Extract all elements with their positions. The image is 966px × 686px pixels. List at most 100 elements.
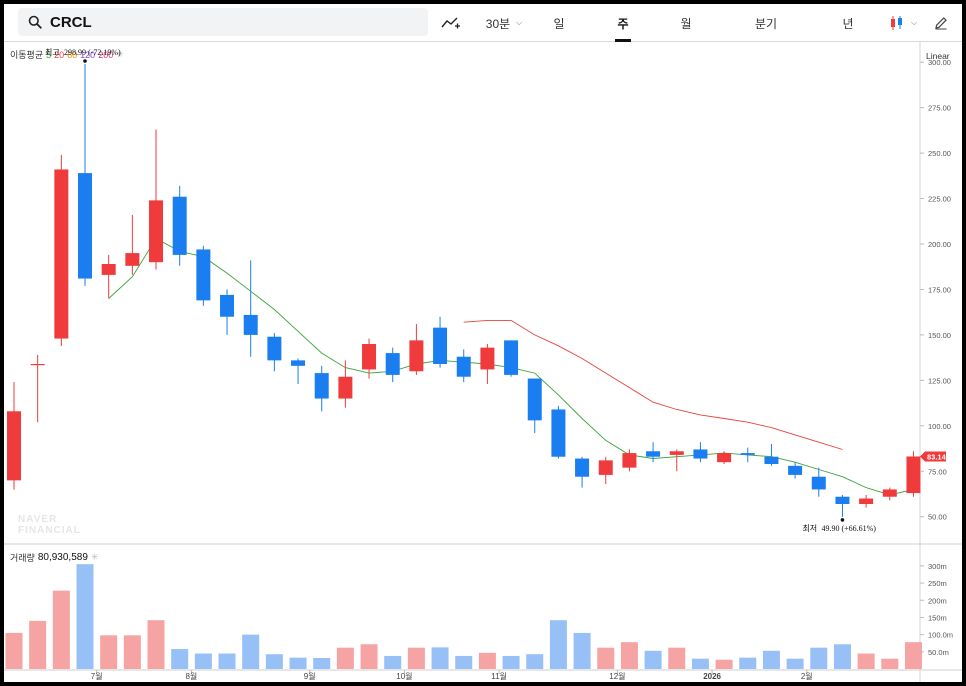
candle-body — [409, 340, 424, 372]
low-annotation-label: 최저 — [802, 523, 817, 533]
candle-body — [693, 449, 708, 459]
time-tick-label: 2026 — [703, 672, 721, 681]
volume-bar — [881, 658, 899, 669]
ma-legend-item: 200 — [98, 49, 114, 60]
ma-legend-items: 5 20 60 120 200 — [46, 50, 113, 60]
watermark-logo: NAVER FINANCIAL — [18, 514, 81, 536]
tab-week-label: 주 — [617, 16, 629, 31]
chart-window: CRCL 30분 ⌵ 일 주 월 분기 년 ⌵ — [4, 4, 962, 682]
candle-body — [291, 360, 306, 366]
tab-day-label: 일 — [553, 16, 565, 31]
price-tick-label: 100.00 — [928, 422, 951, 431]
time-tick-label: 8월 — [185, 671, 197, 681]
volume-bar — [313, 658, 331, 669]
volume-axis: 50.0m 100.0m 150m 200m 250m 300m — [920, 562, 953, 657]
volume-bar — [833, 644, 851, 669]
volume-bar — [265, 654, 283, 669]
candle-body — [101, 264, 116, 275]
volume-bar — [620, 642, 638, 669]
candle-body — [859, 498, 874, 504]
candle-body — [456, 356, 471, 377]
volume-bar — [762, 650, 780, 669]
candle-body — [196, 249, 211, 301]
volume-legend-value: 80,930,589 — [37, 552, 88, 563]
indicator-add-icon — [441, 17, 460, 29]
high-annotation-label: 최고 — [45, 47, 60, 57]
volume-bar — [739, 657, 757, 669]
volume-bar — [5, 632, 23, 669]
tab-month[interactable]: 월 — [669, 4, 703, 42]
tab-week[interactable]: 주 — [606, 4, 640, 42]
last-price-tag — [920, 451, 946, 462]
grid-lines — [4, 42, 962, 682]
annotations: 최고 298.99 (-72.19%) 최저 49.90 (+66.61%) — [45, 47, 876, 533]
price-tick-label: 75.00 — [928, 467, 947, 476]
candle-body — [385, 353, 400, 375]
volume-bar — [52, 590, 70, 669]
price-tick-label: 150.00 — [928, 331, 951, 340]
candle-body — [220, 294, 235, 317]
price-tick-label: 225.00 — [928, 195, 951, 204]
volume-bar — [123, 635, 141, 669]
volume-bar — [147, 620, 165, 669]
volume-bar — [478, 652, 496, 669]
interval-select[interactable]: 30분 ⌵ — [474, 4, 534, 42]
ma-legend-item: 120 — [80, 49, 96, 60]
volume-bar — [29, 620, 47, 669]
candle-body — [717, 453, 732, 463]
volume-bar — [171, 649, 189, 669]
draw-button[interactable] — [926, 4, 956, 42]
candle-body — [527, 378, 542, 421]
candle-body — [575, 458, 590, 477]
interval-label: 30분 — [485, 16, 511, 31]
candle-body — [551, 409, 566, 457]
indicator-add-button[interactable] — [436, 4, 466, 42]
time-axis: 7월 8월 9월 10월 11월 12월 2026 2월 — [91, 670, 813, 681]
symbol-text: CRCL — [50, 13, 92, 31]
tab-year[interactable]: 년 — [831, 4, 865, 42]
settings-gear-icon[interactable]: ✳ — [116, 49, 124, 59]
candle-body — [811, 476, 826, 490]
tab-quarter[interactable]: 분기 — [749, 4, 783, 42]
volume-bar — [597, 647, 615, 669]
time-tick-label: 12월 — [609, 671, 625, 681]
volume-tick-label: 200m — [928, 596, 947, 605]
volume-bar — [384, 655, 402, 669]
candle-body — [504, 340, 519, 375]
candle-body — [598, 460, 613, 475]
volume-bar — [242, 634, 260, 669]
volume-bar — [526, 654, 544, 669]
candle-body — [740, 453, 755, 455]
time-tick-label: 2월 — [801, 671, 813, 681]
volume-bar — [289, 657, 307, 669]
watermark-line-2: FINANCIAL — [18, 525, 81, 536]
volume-tick-label: 250m — [928, 579, 947, 588]
time-tick-label: 7월 — [91, 671, 103, 681]
candle-body — [622, 453, 637, 468]
volume-legend[interactable]: 거래량 80,930,589 ✳ — [10, 551, 98, 564]
volume-bar — [573, 632, 591, 669]
ma-legend[interactable]: 이동평균 5 20 60 120 200 ✳ — [10, 48, 124, 61]
tab-day[interactable]: 일 — [542, 4, 576, 42]
volume-legend-title: 거래량 — [10, 553, 35, 563]
toolbar: CRCL 30분 ⌵ 일 주 월 분기 년 ⌵ — [4, 4, 962, 42]
volume-bar — [455, 655, 473, 669]
ma-legend-item: 5 — [46, 49, 52, 60]
candle-body — [30, 364, 45, 366]
candle-body — [314, 373, 329, 399]
candle-body — [267, 336, 282, 361]
volume-tick-label: 100.0m — [928, 631, 953, 640]
scale-mode-button[interactable]: Linear — [926, 51, 950, 61]
price-chart[interactable]: 최고 298.99 (-72.19%) 최저 49.90 (+66.61%) 50.0… — [4, 4, 962, 682]
settings-gear-icon[interactable]: ✳ — [90, 552, 99, 562]
time-tick-label: 11월 — [491, 671, 507, 681]
search-icon — [28, 15, 42, 29]
candle-body — [54, 169, 69, 339]
price-tick-label: 250.00 — [928, 149, 951, 158]
price-axis: 50.00 75.00 100.00 125.00 150.00 175.00 200.00… — [920, 58, 951, 522]
volume-bar — [407, 647, 425, 669]
last-price-label: 83.14 — [927, 452, 947, 461]
search-box[interactable]: CRCL — [18, 8, 428, 36]
chart-type-select[interactable]: ⌵ — [886, 4, 920, 42]
volume-bar — [786, 658, 804, 669]
